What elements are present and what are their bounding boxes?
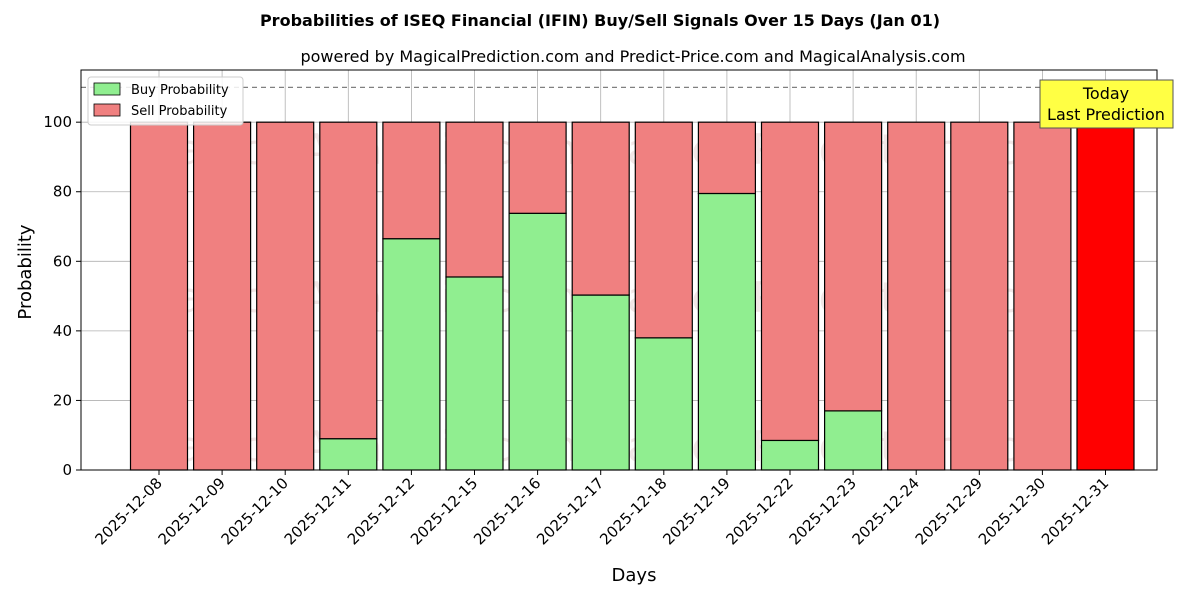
x-axis: 2025-12-082025-12-092025-12-102025-12-11… bbox=[91, 470, 1112, 548]
buy-bar bbox=[508, 212, 567, 471]
x-tick-label: 2025-12-08 bbox=[91, 474, 165, 548]
y-tick-label: 20 bbox=[53, 391, 72, 409]
y-tick-label: 80 bbox=[53, 183, 72, 201]
x-tick-label: 2025-12-24 bbox=[849, 474, 923, 548]
y-axis-label: Probability bbox=[15, 224, 36, 319]
plot-frame bbox=[80, 69, 1158, 471]
x-tick-label: 2025-12-17 bbox=[533, 474, 607, 548]
chart-title: Probabilities of ISEQ Financial (IFIN) B… bbox=[260, 11, 940, 30]
sell-bar bbox=[1076, 121, 1135, 471]
sell-bar bbox=[256, 121, 315, 471]
bars bbox=[129, 121, 1135, 471]
x-axis-label: Days bbox=[612, 565, 657, 586]
sell-bar bbox=[508, 121, 567, 214]
y-tick-label: 0 bbox=[62, 461, 72, 479]
x-tick-label: 2025-12-10 bbox=[218, 474, 292, 548]
buy-bar bbox=[382, 238, 441, 471]
y-tick-label: 100 bbox=[43, 113, 72, 131]
sell-bar bbox=[823, 121, 883, 412]
x-tick-label: 2025-12-29 bbox=[912, 474, 986, 548]
today-annotation-line2: Last Prediction bbox=[1047, 105, 1165, 124]
legend-label-buy: Buy Probability bbox=[131, 83, 229, 98]
x-tick-label: 2025-12-23 bbox=[786, 474, 860, 548]
sell-bar bbox=[634, 121, 693, 339]
sell-bar bbox=[319, 121, 378, 440]
sell-bar bbox=[950, 121, 1009, 471]
buy-bar bbox=[823, 410, 883, 471]
x-tick-label: 2025-12-22 bbox=[722, 474, 796, 548]
sell-bar bbox=[571, 121, 630, 296]
y-tick-label: 60 bbox=[53, 252, 72, 270]
legend-swatch-sell bbox=[93, 103, 121, 117]
sell-bar bbox=[193, 121, 252, 471]
x-tick-label: 2025-12-15 bbox=[407, 474, 481, 548]
sell-bar bbox=[887, 121, 946, 471]
buy-bar bbox=[571, 294, 630, 471]
sell-bar bbox=[697, 121, 757, 195]
x-tick-label: 2025-12-12 bbox=[344, 474, 418, 548]
buy-bar bbox=[634, 337, 693, 471]
today-annotation-line1: Today bbox=[1082, 84, 1129, 103]
legend-label-sell: Sell Probability bbox=[131, 104, 228, 119]
x-tick-label: 2025-12-19 bbox=[659, 474, 733, 548]
sell-bar bbox=[1013, 121, 1072, 471]
x-tick-label: 2025-12-18 bbox=[596, 474, 670, 548]
buy-bar bbox=[697, 192, 757, 471]
legend: Buy Probability Sell Probability bbox=[87, 76, 244, 126]
buy-bar bbox=[445, 276, 504, 471]
buy-bar bbox=[760, 439, 820, 471]
today-annotation-box bbox=[1039, 79, 1174, 129]
x-tick-label: 2025-12-30 bbox=[975, 474, 1049, 548]
buy-bar bbox=[319, 438, 378, 471]
y-axis: 0 20 40 60 80 100 bbox=[43, 113, 81, 479]
chart-subtitle: powered by MagicalPrediction.com and Pre… bbox=[300, 47, 965, 66]
today-annotation: Today Last Prediction bbox=[1039, 79, 1174, 129]
sell-bar bbox=[760, 121, 820, 442]
x-tick-label: 2025-12-09 bbox=[155, 474, 229, 548]
legend-box bbox=[87, 76, 244, 126]
y-tick-label: 40 bbox=[53, 322, 72, 340]
x-tick-label: 2025-12-11 bbox=[281, 474, 355, 548]
x-tick-label: 2025-12-16 bbox=[470, 474, 544, 548]
sell-bar bbox=[445, 121, 504, 278]
sell-bar bbox=[382, 121, 441, 240]
sell-bar bbox=[129, 121, 189, 471]
x-tick-label: 2025-12-31 bbox=[1038, 474, 1112, 548]
legend-swatch-buy bbox=[93, 82, 121, 96]
